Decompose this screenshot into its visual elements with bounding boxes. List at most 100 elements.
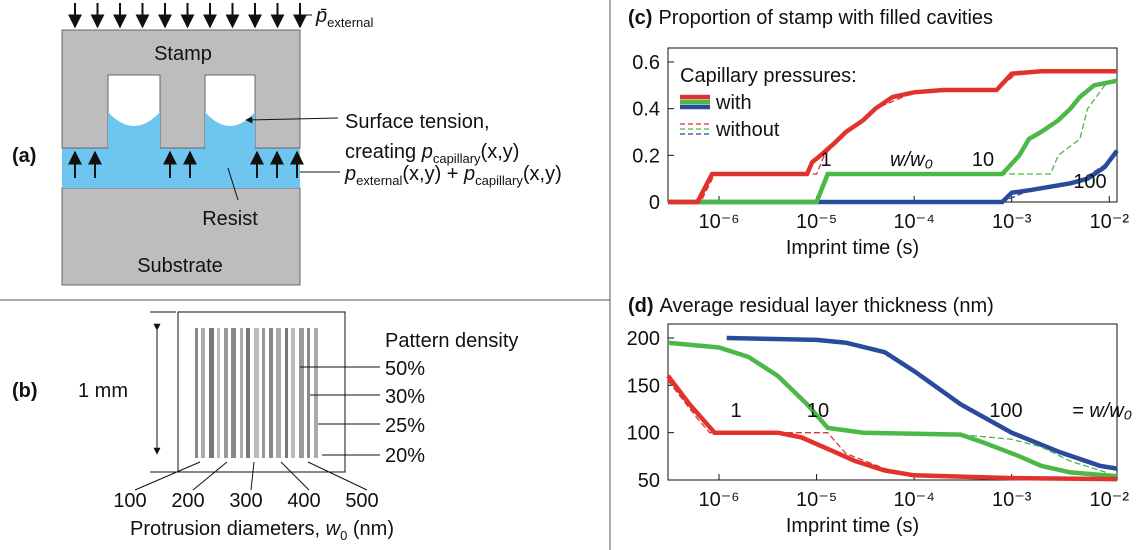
subscript: capillary	[475, 173, 523, 188]
caption: Protrusion diameters, w0 (nm)	[130, 518, 394, 543]
x-tick-label: 10⁻⁴	[893, 211, 934, 233]
x-tick-label: 10⁻²	[1090, 211, 1130, 233]
y-tick-label: 0.4	[632, 99, 660, 121]
x-tick-label: 10⁻⁶	[698, 211, 739, 233]
stripe	[246, 328, 250, 458]
stripe	[209, 328, 214, 458]
x-tick-label: 10⁻⁴	[893, 489, 934, 511]
density-title: Pattern density	[385, 330, 518, 352]
pressure-arrows	[68, 150, 304, 178]
series-line	[668, 149, 1119, 205]
stripes	[195, 328, 318, 458]
stripe	[276, 328, 281, 458]
leader	[280, 461, 310, 491]
x-tick-label: 10⁻²	[1090, 489, 1130, 511]
legend-label: with	[715, 92, 752, 114]
y-tick-label: 150	[627, 375, 660, 397]
y-tick-label: 200	[627, 328, 660, 350]
diameter-label: 500	[345, 490, 378, 512]
series-line	[668, 152, 1118, 203]
density: 50%	[385, 358, 425, 380]
stripe	[201, 328, 205, 458]
y-tick-label: 0.2	[632, 145, 660, 167]
leader	[192, 461, 228, 491]
height-label: 1 mm	[78, 380, 128, 402]
chart-title: (c) Proportion of stamp with filled cavit…	[628, 7, 993, 29]
text: (x,y) +	[402, 163, 464, 185]
subscript: external	[356, 173, 402, 188]
leader	[250, 461, 255, 491]
stripe	[262, 328, 265, 458]
diameter-label: 100	[113, 490, 146, 512]
symbol: p	[344, 163, 356, 185]
chart: (c) Proportion of stamp with filled cavit…	[628, 7, 1129, 259]
density: 20%	[385, 445, 425, 467]
series-label: 1	[820, 149, 831, 171]
series-label: 100	[989, 400, 1022, 422]
diameter-label: 400	[287, 490, 320, 512]
tension-label: creating pcapillary(x,y)	[345, 141, 519, 166]
resist	[62, 148, 300, 188]
series-label: 10	[807, 400, 829, 422]
annotation: = w/w₀	[1072, 400, 1132, 422]
stripe	[285, 328, 288, 458]
charts: (c) Proportion of stamp with filled cavit…	[627, 7, 1132, 537]
stripe	[240, 328, 243, 458]
series-line	[668, 69, 1117, 205]
series-label: 1	[730, 400, 741, 422]
applied-arrows	[68, 3, 307, 29]
tension-label: Surface tension,	[345, 111, 490, 133]
text: Protrusion diameters,	[130, 518, 326, 540]
panel-label: (c)	[628, 7, 652, 29]
stripe	[291, 328, 295, 458]
panel-label: (b)	[12, 380, 38, 402]
stripe	[231, 328, 236, 458]
density: 30%	[385, 386, 425, 408]
panel-b: (b) 1 mm Pattern density 50% 30% 25% 20%…	[12, 311, 518, 543]
x-axis-label: Imprint time (s)	[786, 237, 919, 259]
symbol: p̄	[315, 5, 327, 27]
x-tick-label: 10⁻⁶	[698, 489, 739, 511]
x-tick-label: 10⁻⁵	[796, 211, 837, 233]
legend-label: without	[715, 119, 780, 141]
sample-box	[177, 311, 346, 473]
x-tick-label: 10⁻³	[992, 211, 1032, 233]
series-line	[666, 374, 1118, 482]
text: creating	[345, 141, 422, 163]
chart-title: (d) Average residual layer thickness (nm)	[628, 295, 994, 317]
stripe	[195, 328, 198, 458]
x-axis-label: Imprint time (s)	[786, 515, 919, 537]
stamp-label: Stamp	[154, 43, 212, 65]
subscript: 0	[340, 528, 347, 543]
text: (nm)	[347, 518, 394, 540]
diameter-label: 300	[229, 490, 262, 512]
symbol: p	[421, 141, 433, 163]
leader	[227, 167, 239, 201]
symbol: w	[326, 518, 342, 540]
x-tick-label: 10⁻⁵	[796, 489, 837, 511]
subscript: external	[327, 15, 373, 30]
panel-label: (a)	[12, 145, 36, 167]
density: 25%	[385, 415, 425, 437]
stripe	[224, 328, 228, 458]
x-tick-label: 10⁻³	[992, 489, 1032, 511]
diameter-label: 200	[171, 490, 204, 512]
applied-label: p̄external	[315, 5, 373, 30]
annotation: w/w₀	[890, 149, 933, 171]
stripe	[269, 328, 273, 458]
series-line	[668, 77, 1118, 203]
series-label: 10	[972, 149, 994, 171]
series-line	[667, 342, 1110, 475]
pressure-label: pexternal(x,y) + pcapillary(x,y)	[344, 163, 562, 188]
text: (x,y)	[481, 141, 520, 163]
stripe	[217, 328, 220, 458]
title: Proportion of stamp with filled cavities	[658, 7, 993, 29]
y-tick-label: 0	[649, 192, 660, 214]
symbol: p	[463, 163, 475, 185]
resist-label: Resist	[202, 208, 258, 230]
plot-frame	[667, 323, 1118, 481]
legend-title: Capillary pressures:	[680, 65, 857, 87]
series-line	[726, 335, 1118, 471]
